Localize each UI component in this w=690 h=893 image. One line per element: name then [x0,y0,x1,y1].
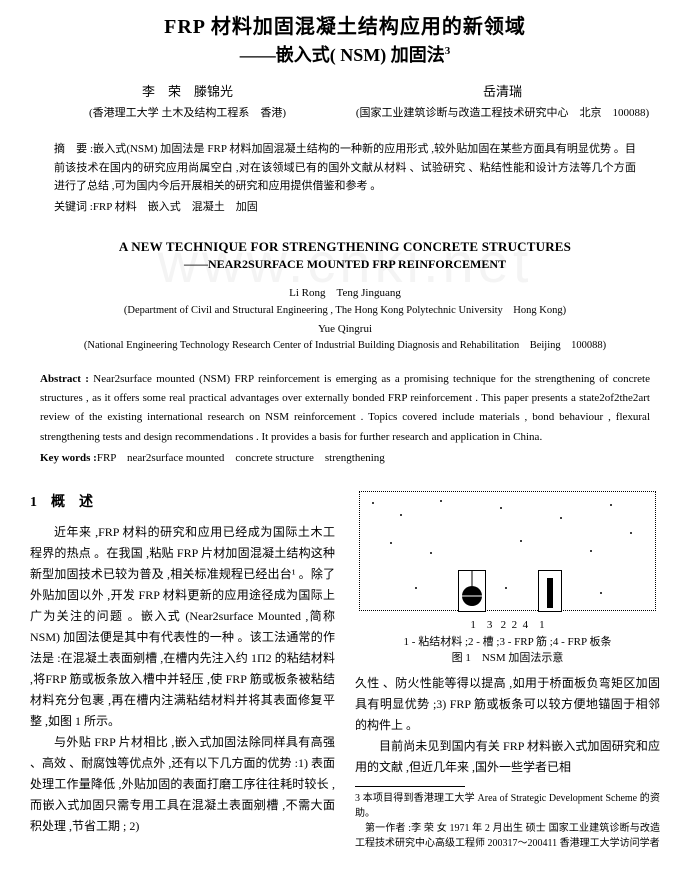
speckle-dot [500,507,502,509]
speckle-dot [630,532,632,534]
keywords-en: Key words :FRP near2surface mounted conc… [30,449,660,468]
title-cn-main: FRP 材料加固混凝土结构应用的新领域 [30,10,660,39]
authors-cn-right: 岳清瑞 [345,81,660,100]
speckle-dot [505,587,507,589]
fig-num: 4 [523,619,529,631]
title-en-main: A NEW TECHNIQUE FOR STRENGTHENING CONCRE… [30,239,660,255]
affil-cn-row: (香港理工大学 土木及结构工程系 香港) (国家工业建筑诊断与改造工程技术研究中… [30,104,660,120]
keywords-cn-text: FRP 材料 嵌入式 混凝土 加固 [93,201,258,213]
speckle-dot [415,587,417,589]
footnote-2: 第一作者 :李 荣 女 1971 年 2 月出生 硕士 国家工业建筑诊断与改造工… [355,821,660,851]
figure-1-caption-title: 图 1 NSM 加固法示意 [355,650,660,667]
keywords-cn: 关键词 :FRP 材料 嵌入式 混凝土 加固 [30,198,660,217]
abstract-cn-text: 嵌入式(NSM) 加固法是 FRP 材料加固混凝土结构的一种新的应用形式 ,较外… [54,143,636,192]
authors-cn-row: 李 荣 滕锦光 岳清瑞 [30,81,660,100]
fig-num: 2 [501,619,507,631]
speckle-dot [610,504,612,506]
speckle-dot [440,500,442,502]
affil-cn-left: (香港理工大学 土木及结构工程系 香港) [30,104,345,120]
speckle-dot [372,502,374,504]
groove-left [458,570,486,612]
fig-num: 3 [487,619,493,631]
speckle-dot [590,550,592,552]
speckle-dot [400,514,402,516]
speckle-dot [430,552,432,554]
abstract-cn: 摘 要 :嵌入式(NSM) 加固法是 FRP 材料加固混凝土结构的一种新的应用形… [30,140,660,196]
subtitle-text: ——嵌入式( NSM) 加固法 [240,45,445,65]
fig-num: 2 [512,619,518,631]
section-1-heading: 1 概 述 [30,491,335,516]
body-columns: 1 概 述 近年来 ,FRP 材料的研究和应用已经成为国际土木工程界的热点 。在… [30,491,660,851]
abstract-en-label: Abstract : [40,373,89,385]
column-left: 1 概 述 近年来 ,FRP 材料的研究和应用已经成为国际土木工程界的热点 。在… [30,491,335,851]
left-para-2: 与外贴 FRP 片材相比 ,嵌入式加固法除同样具有高强 、高效 、耐腐蚀等优点外… [30,732,335,837]
figure-1 [359,491,656,611]
right-para-2: 目前尚未见到国内有关 FRP 材料嵌入式加固研究和应用的文献 ,但近几年来 ,国… [355,736,660,778]
authors-en-1: Li Rong Teng Jinguang [30,284,660,300]
speckle-dot [560,517,562,519]
column-right: 1 3 2 2 4 1 1 - 粘结材料 ;2 - 槽 ;3 - FRP 筋 ;… [355,491,660,851]
right-para-1: 久性 、防火性能等得以提高 ,如用于桥面板负弯矩区加固具有明显优势 ;3) FR… [355,673,660,736]
abstract-en-text: Near2surface mounted (NSM) FRP reinforce… [40,373,650,443]
footnote-rule [355,786,465,787]
title-en-sub: ——NEAR2SURFACE MOUNTED FRP REINFORCEMENT [30,257,660,272]
left-para-1: 近年来 ,FRP 材料的研究和应用已经成为国际土木工程界的热点 。在我国 ,粘贴… [30,522,335,732]
page-content: FRP 材料加固混凝土结构应用的新领域 ——嵌入式( NSM) 加固法3 李 荣… [30,10,660,851]
groove-right [538,570,562,612]
affil-en-2: (National Engineering Technology Researc… [30,337,660,352]
affil-en-1: (Department of Civil and Structural Engi… [30,302,660,317]
footnote-1: 3 本项目得到香港理工大学 Area of Strategic Developm… [355,791,660,821]
affil-cn-right: (国家工业建筑诊断与改造工程技术研究中心 北京 100088) [345,104,660,120]
keywords-en-text: FRP near2surface mounted concrete struct… [97,452,385,464]
figure-1-numbers: 1 3 2 2 4 1 [355,617,660,634]
keywords-cn-label: 关键词 : [54,201,93,213]
authors-en-2: Yue Qingrui [30,323,660,335]
authors-cn-left: 李 荣 滕锦光 [30,81,345,100]
title-cn-sub: ——嵌入式( NSM) 加固法3 [30,41,660,67]
figure-1-caption-legend: 1 - 粘结材料 ;2 - 槽 ;3 - FRP 筋 ;4 - FRP 板条 [355,634,660,651]
fig-num: 1 [470,619,476,631]
keywords-en-label: Key words : [40,452,97,464]
title-superscript: 3 [445,45,451,57]
speckle-dot [520,540,522,542]
speckle-dot [390,542,392,544]
abstract-cn-label: 摘 要 : [54,143,93,155]
abstract-en: Abstract : Near2surface mounted (NSM) FR… [30,370,660,447]
speckle-dot [600,592,602,594]
fig-num: 1 [539,619,545,631]
